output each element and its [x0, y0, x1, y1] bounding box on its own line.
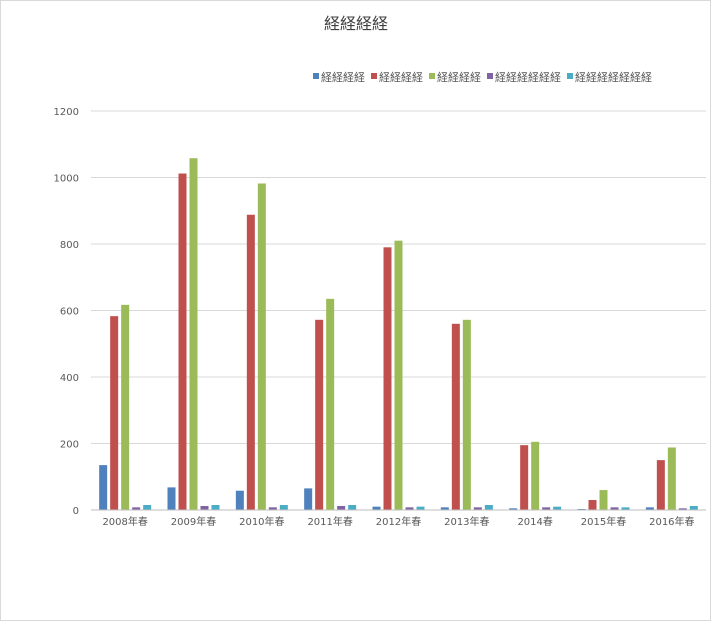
bar [121, 304, 130, 510]
series-group [143, 505, 698, 510]
series-group [132, 506, 687, 510]
legend-swatch [313, 73, 319, 79]
bar [553, 506, 562, 510]
bar [473, 507, 482, 510]
bar [394, 240, 403, 511]
legend-swatch [487, 73, 493, 79]
bar [656, 460, 665, 510]
bar [520, 445, 529, 510]
x-tick-label: 2010年春 [239, 515, 284, 528]
bar [167, 487, 176, 510]
x-tick-label: 2012年春 [376, 515, 421, 528]
bar [279, 505, 288, 510]
bar [621, 507, 630, 510]
legend: 経経経経 経経経経 経経経経 経経経経経経 経経経経経経経 [313, 71, 652, 84]
legend-swatch [429, 73, 435, 79]
bar [599, 490, 608, 510]
bar [235, 490, 244, 510]
bar [211, 505, 220, 510]
bar [484, 505, 493, 510]
bar [645, 507, 654, 510]
legend-label: 経経経経 [437, 71, 481, 84]
bar [268, 507, 277, 510]
y-tick-label: 1200 [54, 107, 79, 118]
bar [189, 158, 198, 510]
bar [315, 319, 324, 510]
legend-label: 経経経経経経経 [575, 71, 652, 84]
legend-label: 経経経経 [379, 71, 423, 84]
bar [246, 214, 255, 511]
y-axis-ticks: 0 200 400 600 800 1000 1200 [54, 107, 79, 517]
bar [667, 447, 676, 510]
bar [451, 323, 460, 510]
bar [509, 508, 518, 510]
bar [200, 506, 209, 510]
y-tick-label: 400 [60, 373, 79, 384]
bar [440, 507, 449, 510]
legend-label: 経経経経 [321, 71, 365, 84]
bar [326, 298, 335, 510]
bar [143, 505, 152, 510]
x-tick-label: 2014春 [517, 516, 552, 528]
bar [416, 506, 425, 510]
bar [689, 506, 698, 510]
y-tick-label: 1000 [54, 174, 79, 185]
bar [542, 507, 551, 510]
x-tick-label: 2013年春 [444, 515, 489, 528]
bar [337, 506, 346, 510]
bar [383, 247, 392, 510]
bar [348, 505, 357, 510]
bar [132, 507, 141, 510]
x-tick-label: 2008年春 [102, 515, 147, 528]
bar [531, 441, 540, 510]
bar [678, 508, 687, 510]
legend-label: 経経経経経経 [495, 71, 561, 84]
bar [257, 183, 266, 511]
bar [99, 465, 108, 510]
x-tick-label: 2015年春 [581, 515, 626, 528]
bar [588, 500, 597, 510]
bar [110, 316, 119, 510]
bar [372, 506, 381, 510]
x-tick-label: 2016年春 [649, 515, 694, 528]
legend-swatch [567, 73, 573, 79]
bar [610, 507, 619, 510]
legend-swatch [371, 73, 377, 79]
y-tick-label: 0 [73, 506, 79, 517]
bar [304, 488, 313, 510]
y-tick-label: 200 [60, 440, 79, 451]
series-group [110, 173, 665, 511]
bar [405, 507, 414, 510]
x-tick-label: 2009年春 [171, 515, 216, 528]
series-group [121, 158, 676, 511]
bars [99, 158, 698, 511]
x-axis-ticks: 2008年春 2009年春 2010年春 2011年春 2012年春 2013年春 2014… [102, 515, 694, 528]
bar [462, 319, 471, 510]
y-tick-label: 600 [60, 307, 79, 318]
y-tick-label: 800 [60, 240, 79, 251]
bar [178, 173, 187, 510]
chart-title: 経経経経 [324, 14, 388, 33]
x-tick-label: 2011年春 [307, 515, 352, 528]
